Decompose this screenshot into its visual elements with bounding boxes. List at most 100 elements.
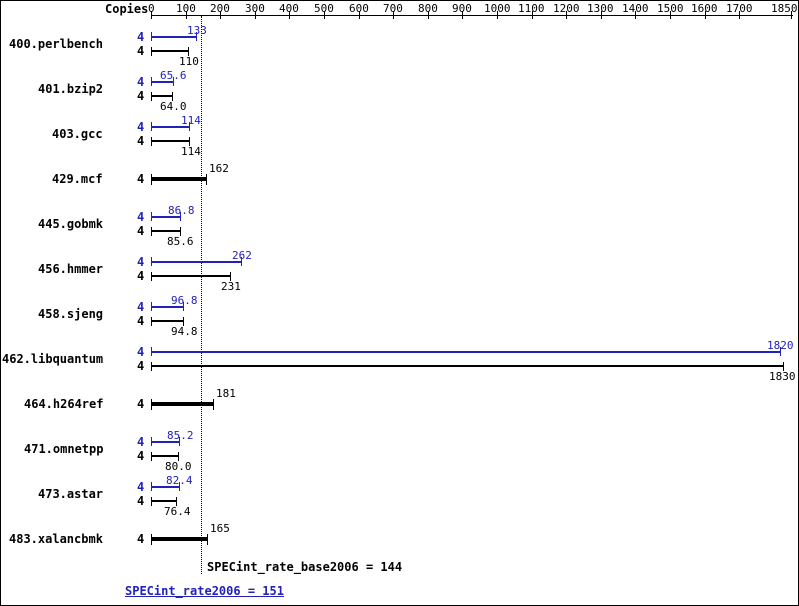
base-value-label: 80.0	[165, 460, 192, 473]
copies-value-base: 4	[137, 269, 145, 283]
x-axis-tick-mark	[151, 11, 152, 19]
base-value-label: 94.8	[171, 325, 198, 338]
x-axis-tick-mark	[497, 11, 498, 19]
base-bar	[151, 140, 190, 142]
base-bar-start-cap	[151, 272, 152, 281]
copies-value-peak: 4	[137, 435, 145, 449]
peak-bar-start-cap	[151, 122, 152, 131]
peak-bar	[151, 351, 781, 353]
basepeak-bar-start-cap	[151, 174, 152, 185]
peak-bar-start-cap	[151, 302, 152, 311]
peak-value-label: 85.2	[167, 429, 194, 442]
basepeak-bar-start-cap	[151, 534, 152, 545]
base-bar-start-cap	[151, 497, 152, 506]
base-bar-start-cap	[151, 317, 152, 326]
x-axis-tick-mark	[566, 11, 567, 19]
basepeak-bar	[151, 177, 207, 181]
peak-value-label: 65.6	[160, 69, 187, 82]
peak-bar-end-cap	[173, 77, 174, 86]
basepeak-bar	[151, 537, 208, 541]
basepeak-bar	[151, 402, 214, 406]
x-axis-tick-mark	[705, 11, 706, 19]
peak-value-label: 114	[181, 114, 201, 127]
benchmark-name: 462.libquantum	[2, 352, 104, 366]
x-axis-tick-label: 1300	[587, 2, 614, 15]
peak-bar-start-cap	[151, 347, 152, 356]
base-bar	[151, 50, 189, 52]
peak-bar	[151, 486, 180, 488]
benchmark-name: 403.gcc	[52, 127, 103, 141]
x-axis-tick-mark	[791, 11, 792, 19]
base-value-label: 1830	[769, 370, 796, 383]
base-bar-start-cap	[151, 92, 152, 101]
x-axis-tick-mark	[462, 11, 463, 19]
peak-bar-start-cap	[151, 32, 152, 41]
peak-bar-end-cap	[179, 437, 180, 446]
peak-bar	[151, 261, 242, 263]
peak-value-label: 86.8	[168, 204, 195, 217]
x-axis-tick-mark	[532, 11, 533, 19]
basepeak-bar-end-cap	[206, 174, 207, 185]
base-bar-start-cap	[151, 362, 152, 371]
basepeak-bar-end-cap	[207, 534, 208, 545]
x-axis-tick-label: 0	[148, 2, 155, 15]
peak-bar	[151, 441, 180, 443]
x-axis-tick-label: 200	[210, 2, 230, 15]
x-axis-tick-mark	[255, 11, 256, 19]
copies-value: 4	[137, 532, 145, 546]
x-axis-tick-mark	[393, 11, 394, 19]
base-bar-end-cap	[183, 317, 184, 326]
base-bar	[151, 275, 231, 277]
base-bar-end-cap	[188, 47, 189, 56]
x-axis-tick-label: 1200	[553, 2, 580, 15]
x-axis-tick-mark	[670, 11, 671, 19]
copies-value-peak: 4	[137, 345, 145, 359]
x-axis-tick-mark	[739, 11, 740, 19]
base-bar-start-cap	[151, 137, 152, 146]
x-axis-tick-label: 400	[279, 2, 299, 15]
peak-bar-end-cap	[179, 482, 180, 491]
copies-value-peak: 4	[137, 120, 145, 134]
copies-value-base: 4	[137, 359, 145, 373]
base-value-label: 64.0	[160, 100, 187, 113]
x-axis-tick-label: 600	[349, 2, 369, 15]
basepeak-value-label: 162	[209, 162, 229, 175]
x-axis-tick-mark	[601, 11, 602, 19]
base-bar-end-cap	[180, 227, 181, 236]
base-bar-start-cap	[151, 227, 152, 236]
base-bar	[151, 95, 173, 97]
peak-bar	[151, 81, 174, 83]
copies-value-peak: 4	[137, 480, 145, 494]
specint-rate-base-result: SPECint_rate_base2006 = 144	[207, 560, 403, 574]
peak-bar	[151, 36, 197, 38]
benchmark-name: 456.hmmer	[38, 262, 104, 276]
copies-value-base: 4	[137, 44, 145, 58]
peak-bar-end-cap	[189, 122, 190, 131]
copies-value-peak: 4	[137, 210, 145, 224]
x-axis-tick-mark	[359, 11, 360, 19]
x-axis-tick-label: 300	[245, 2, 265, 15]
base-bar-end-cap	[230, 272, 231, 281]
copies-value-base: 4	[137, 224, 145, 238]
peak-bar	[151, 306, 184, 308]
base-value-label: 114	[181, 145, 201, 158]
benchmark-name: 445.gobmk	[38, 217, 104, 231]
x-axis-tick-mark	[324, 11, 325, 19]
x-axis-tick-label: 800	[418, 2, 438, 15]
peak-bar	[151, 126, 190, 128]
peak-value-label: 82.4	[166, 474, 193, 487]
peak-value-label: 1820	[767, 339, 794, 352]
copies-value-peak: 4	[137, 300, 145, 314]
peak-value-label: 96.8	[171, 294, 198, 307]
base-bar	[151, 320, 184, 322]
peak-bar-end-cap	[241, 257, 242, 266]
base-bar-end-cap	[189, 137, 190, 146]
x-axis-tick-label: 1400	[622, 2, 649, 15]
x-axis-tick-label: 900	[452, 2, 472, 15]
base-value-label: 110	[179, 55, 199, 68]
copies-value-peak: 4	[137, 255, 145, 269]
benchmark-name: 429.mcf	[52, 172, 103, 186]
base-bar-end-cap	[176, 497, 177, 506]
x-axis-tick-label: 1850	[771, 2, 798, 15]
peak-value-label: 133	[187, 24, 207, 37]
